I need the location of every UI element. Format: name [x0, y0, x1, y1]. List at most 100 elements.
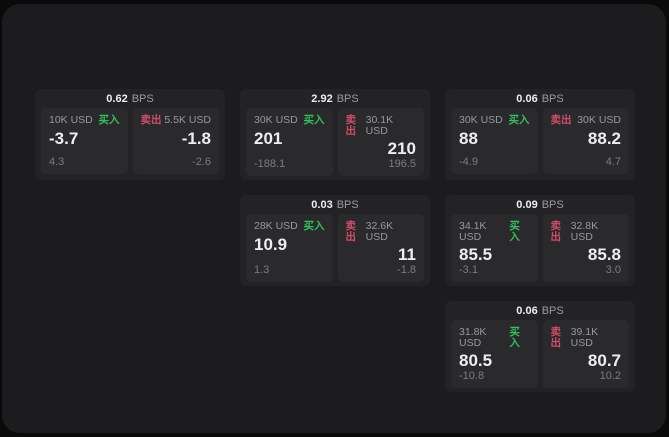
sell-tile[interactable]: 卖出 30K USD 88.2 4.7 [542, 108, 629, 174]
buy-tile[interactable]: 30K USD 买入 201 -188.1 [246, 108, 333, 176]
quote-card: 2.92 BPS 30K USD 买入 201 -188.1 卖出 30.1K … [240, 89, 430, 180]
buy-price: 10.9 [254, 234, 288, 254]
buy-side-label: 买入 [509, 326, 520, 349]
sell-price: 11 [398, 245, 416, 264]
bps-unit-label: BPS [541, 305, 564, 317]
bps-header: 0.62 BPS [35, 89, 225, 108]
sell-tile-top: 卖出 32.8K USD [551, 221, 622, 242]
buy-size-label: 30K USD [254, 114, 298, 126]
buy-tile[interactable]: 10K USD 买入 -3.7 4.3 [41, 108, 128, 174]
sell-tile[interactable]: 卖出 30.1K USD 210 196.5 [337, 108, 424, 176]
bps-value: 0.03 [311, 199, 333, 211]
sell-side-label: 卖出 [550, 326, 562, 349]
buy-side-label: 买入 [508, 114, 530, 126]
buy-size-label: 10K USD [49, 114, 93, 126]
buy-tile-top: 10K USD 买入 [49, 115, 120, 126]
buy-delta: -3.1 [459, 263, 478, 276]
sell-price: -1.8 [181, 128, 211, 148]
bps-value: 2.92 [311, 93, 333, 105]
quote-card-body: 28K USD 买入 10.9 1.3 卖出 32.6K USD 11 -1.8 [240, 214, 430, 286]
buy-price: -3.7 [49, 128, 79, 148]
sell-delta: 4.7 [605, 156, 621, 168]
buy-price: 201 [254, 128, 283, 148]
bps-header: 0.06 BPS [445, 301, 635, 320]
quote-card: 0.62 BPS 10K USD 买入 -3.7 4.3 卖出 5.5K USD [35, 89, 225, 180]
main-panel: 0.62 BPS 10K USD 买入 -3.7 4.3 卖出 5.5K USD [2, 4, 666, 433]
quote-card-body: 10K USD 买入 -3.7 4.3 卖出 5.5K USD -1.8 -2.… [35, 108, 225, 180]
bps-unit-label: BPS [336, 199, 359, 211]
bps-unit-label: BPS [541, 199, 564, 211]
buy-delta: 4.3 [49, 156, 65, 168]
sell-side-label: 卖出 [140, 114, 162, 126]
buy-side-label: 买入 [509, 220, 520, 243]
buy-tile-top: 30K USD 买入 [459, 115, 530, 126]
buy-side-label: 买入 [303, 114, 325, 126]
buy-delta: 1.3 [254, 263, 270, 276]
bps-header: 0.06 BPS [445, 89, 635, 108]
sell-side-label: 卖出 [550, 114, 572, 126]
quote-card-body: 30K USD 买入 201 -188.1 卖出 30.1K USD 210 1… [240, 108, 430, 180]
sell-side-label: 卖出 [345, 220, 357, 243]
buy-tile[interactable]: 34.1K USD 买入 85.5 -3.1 [451, 214, 538, 282]
sell-tile-top: 卖出 39.1K USD [551, 327, 622, 348]
sell-tile-top: 卖出 5.5K USD [141, 115, 212, 126]
sell-tile-top: 卖出 32.6K USD [346, 221, 417, 242]
bps-unit-label: BPS [541, 93, 564, 105]
sell-delta: -2.6 [192, 156, 211, 168]
sell-tile[interactable]: 卖出 5.5K USD -1.8 -2.6 [132, 108, 219, 174]
sell-tile-top: 卖出 30K USD [551, 115, 622, 126]
sell-delta: 10.2 [599, 369, 621, 382]
sell-price: 80.7 [587, 351, 621, 370]
bps-unit-label: BPS [131, 93, 154, 105]
buy-size-label: 28K USD [254, 220, 298, 232]
bps-value: 0.09 [516, 199, 538, 211]
buy-tile-top: 31.8K USD 买入 [459, 327, 530, 348]
quote-card-body: 34.1K USD 买入 85.5 -3.1 卖出 32.8K USD 85.8… [445, 214, 635, 286]
sell-side-label: 卖出 [550, 220, 562, 243]
bps-header: 0.03 BPS [240, 195, 430, 214]
sell-tile-top: 卖出 30.1K USD [346, 115, 417, 136]
sell-price: 88.2 [587, 128, 621, 148]
sell-size-label: 5.5K USD [164, 114, 211, 126]
sell-size-label: 32.6K USD [365, 220, 394, 243]
bps-header: 0.09 BPS [445, 195, 635, 214]
sell-size-label: 32.8K USD [570, 220, 599, 243]
buy-tile[interactable]: 28K USD 买入 10.9 1.3 [246, 214, 333, 282]
buy-size-label: 30K USD [459, 114, 503, 126]
buy-delta: -10.8 [459, 369, 485, 382]
bps-header: 2.92 BPS [240, 89, 430, 108]
sell-tile[interactable]: 卖出 32.6K USD 11 -1.8 [337, 214, 424, 282]
sell-size-label: 39.1K USD [570, 326, 599, 349]
sell-side-label: 卖出 [345, 114, 357, 137]
sell-size-label: 30.1K USD [365, 114, 394, 137]
sell-tile[interactable]: 卖出 39.1K USD 80.7 10.2 [542, 320, 629, 388]
bps-value: 0.06 [516, 305, 538, 317]
quote-card-body: 31.8K USD 买入 80.5 -10.8 卖出 39.1K USD 80.… [445, 320, 635, 392]
sell-price: 85.8 [587, 245, 621, 264]
quote-card: 0.06 BPS 31.8K USD 买入 80.5 -10.8 卖出 39.1… [445, 301, 635, 392]
buy-side-label: 买入 [303, 220, 325, 232]
quote-card-grid: 0.62 BPS 10K USD 买入 -3.7 4.3 卖出 5.5K USD [35, 89, 635, 392]
buy-price: 80.5 [459, 351, 493, 370]
bps-unit-label: BPS [336, 93, 359, 105]
quote-card: 0.06 BPS 30K USD 买入 88 -4.9 卖出 30K USD [445, 89, 635, 180]
buy-tile[interactable]: 31.8K USD 买入 80.5 -10.8 [451, 320, 538, 388]
bps-value: 0.06 [516, 93, 538, 105]
sell-delta: -1.8 [397, 263, 416, 276]
sell-delta: 3.0 [605, 263, 621, 276]
sell-size-label: 30K USD [577, 114, 621, 126]
buy-tile[interactable]: 30K USD 买入 88 -4.9 [451, 108, 538, 174]
bps-value: 0.62 [106, 93, 128, 105]
sell-delta: 196.5 [388, 157, 416, 170]
sell-price: 210 [387, 139, 416, 158]
sell-tile[interactable]: 卖出 32.8K USD 85.8 3.0 [542, 214, 629, 282]
buy-side-label: 买入 [98, 114, 120, 126]
quote-card: 0.03 BPS 28K USD 买入 10.9 1.3 卖出 32.6K US… [240, 195, 430, 286]
buy-delta: -4.9 [459, 156, 478, 168]
buy-price: 85.5 [459, 245, 493, 264]
buy-size-label: 31.8K USD [459, 326, 487, 349]
quote-card-body: 30K USD 买入 88 -4.9 卖出 30K USD 88.2 4.7 [445, 108, 635, 180]
buy-delta: -188.1 [254, 157, 286, 170]
buy-tile-top: 28K USD 买入 [254, 221, 325, 232]
buy-size-label: 34.1K USD [459, 220, 487, 243]
